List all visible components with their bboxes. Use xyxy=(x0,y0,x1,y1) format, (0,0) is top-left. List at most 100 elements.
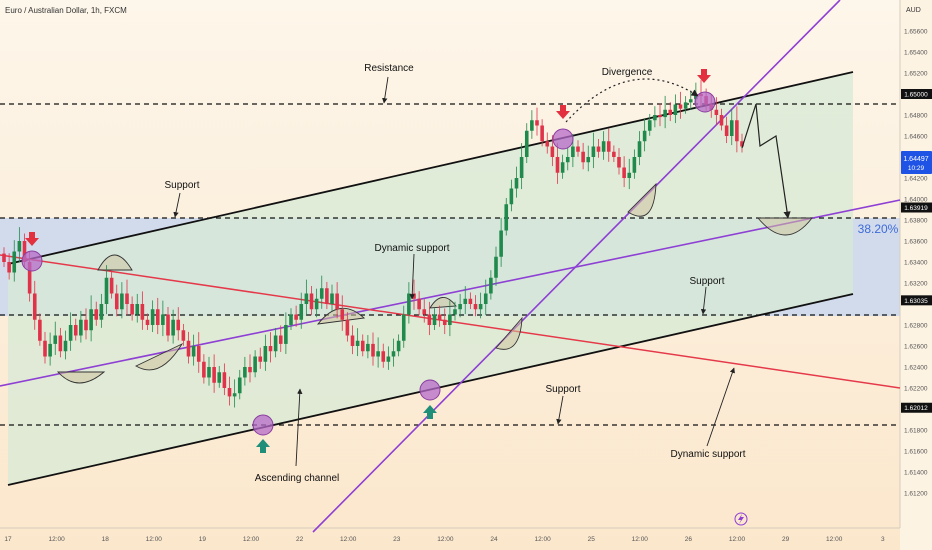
arc-3 xyxy=(135,342,184,371)
price-tick-label: 1.63200 xyxy=(904,281,928,288)
circle-divergence-top xyxy=(694,91,716,113)
price-tick-label: 1.63400 xyxy=(904,260,928,267)
candle-body xyxy=(309,293,314,310)
pointer-support-bottom xyxy=(556,395,564,425)
circle-left-top xyxy=(21,250,43,272)
candle-body xyxy=(688,99,693,103)
candle-body xyxy=(596,146,601,152)
steep-trendline xyxy=(312,0,841,533)
price-tick-label: 1.62200 xyxy=(904,386,928,393)
candle-body xyxy=(729,120,734,136)
time-tick-label: 12:00 xyxy=(243,536,260,543)
candle-body xyxy=(335,293,339,310)
fib-label: 38.20% xyxy=(858,222,899,236)
candle-body xyxy=(263,346,268,362)
candle-body xyxy=(63,340,68,352)
candle-body xyxy=(601,141,606,152)
candle-body xyxy=(237,377,242,394)
candle-body xyxy=(606,141,611,152)
current-price-timer: 10:29 xyxy=(908,165,925,172)
price-tick-label: 1.65200 xyxy=(904,71,928,78)
pointer-support-right xyxy=(700,286,707,315)
time-tick-label: 25 xyxy=(588,536,596,543)
candle-body xyxy=(540,125,544,142)
candle-body xyxy=(191,346,196,357)
candle-body xyxy=(181,330,186,341)
candle-body xyxy=(653,115,657,121)
candle-body xyxy=(114,293,119,310)
candle-body xyxy=(714,109,719,115)
candle-body xyxy=(22,241,27,262)
time-tick-label: 12:00 xyxy=(146,536,163,543)
candle-body xyxy=(161,314,165,325)
candle-body xyxy=(58,335,63,352)
time-tick-label: 22 xyxy=(296,536,304,543)
candle-body xyxy=(565,157,570,163)
candle-body xyxy=(473,304,478,310)
time-tick-label: 24 xyxy=(490,536,498,543)
pointer-resistance xyxy=(382,76,389,104)
price-tick-label: 1.64800 xyxy=(904,113,928,120)
candle-body xyxy=(7,262,11,273)
candle-body xyxy=(145,319,150,325)
candle-body xyxy=(294,314,298,320)
candle-body xyxy=(84,319,88,331)
candle-body xyxy=(73,325,78,336)
candle-body xyxy=(258,356,263,362)
annotation-support-right: Support xyxy=(689,276,724,287)
candle-body xyxy=(150,309,155,325)
candle-body xyxy=(140,304,145,320)
level-badge-box xyxy=(901,295,932,306)
level-badge-box xyxy=(901,202,932,213)
candle-body xyxy=(571,146,575,157)
time-tick-label: 17 xyxy=(4,536,12,543)
annotation-dynamic-support-bottom: Dynamic support xyxy=(670,449,745,460)
current-price-badge[interactable]: 1.64497 10:29 xyxy=(901,151,932,174)
annotation-dynamic-support-mid: Dynamic support xyxy=(374,243,449,254)
level-badge-label: 1.63035 xyxy=(904,298,928,305)
level-badge-box xyxy=(901,402,932,413)
lightning-icon[interactable] xyxy=(734,512,748,526)
candle-body xyxy=(330,293,334,304)
candle-body xyxy=(550,146,555,157)
candle-body xyxy=(94,309,99,320)
time-tick-label: 26 xyxy=(685,536,693,543)
buy-markers xyxy=(256,405,437,453)
circle-channel-top xyxy=(552,128,574,150)
price-level-badges: 1.65000 1.63919 1.63035 1.62012 xyxy=(901,89,932,413)
sell-markers xyxy=(25,69,711,246)
time-axis-ticks: 17 12:00 18 12:00 19 12:00 22 12:00 23 12:00 24 12:… xyxy=(4,536,885,543)
annotation-divergence: Divergence xyxy=(602,67,653,78)
candle-body xyxy=(186,340,191,357)
reaction-arcs xyxy=(56,182,813,384)
candle-body xyxy=(519,157,524,178)
candle-body xyxy=(468,298,473,304)
time-tick-label: 12:00 xyxy=(632,536,649,543)
candle-body xyxy=(658,115,662,118)
symbol-title: Euro / Australian Dollar, 1h, FXCM xyxy=(5,6,127,15)
candle-body xyxy=(724,125,729,136)
candle-body xyxy=(530,120,534,131)
candle-body xyxy=(560,162,565,173)
candle-body xyxy=(642,130,647,142)
candle-body xyxy=(448,314,452,325)
candle-body xyxy=(396,340,401,352)
time-tick-label: 3 xyxy=(881,536,885,543)
circle-mid-low xyxy=(419,379,441,401)
candle-body xyxy=(196,346,201,362)
price-tick-label: 1.63800 xyxy=(904,218,928,225)
candle-body xyxy=(612,151,616,157)
candle-body xyxy=(217,372,222,383)
time-tick-label: 12:00 xyxy=(534,536,551,543)
price-tick-label: 1.63600 xyxy=(904,239,928,246)
candle-body xyxy=(627,172,632,178)
candle-body xyxy=(463,298,468,304)
candle-body xyxy=(125,293,129,304)
level-badge-label: 1.65000 xyxy=(904,92,928,99)
price-tick-label: 1.61800 xyxy=(904,428,928,435)
time-tick-label: 12:00 xyxy=(48,536,65,543)
candle-body xyxy=(314,298,319,310)
candle-body xyxy=(499,230,503,257)
candle-body xyxy=(79,319,83,336)
candle-body xyxy=(453,309,457,315)
